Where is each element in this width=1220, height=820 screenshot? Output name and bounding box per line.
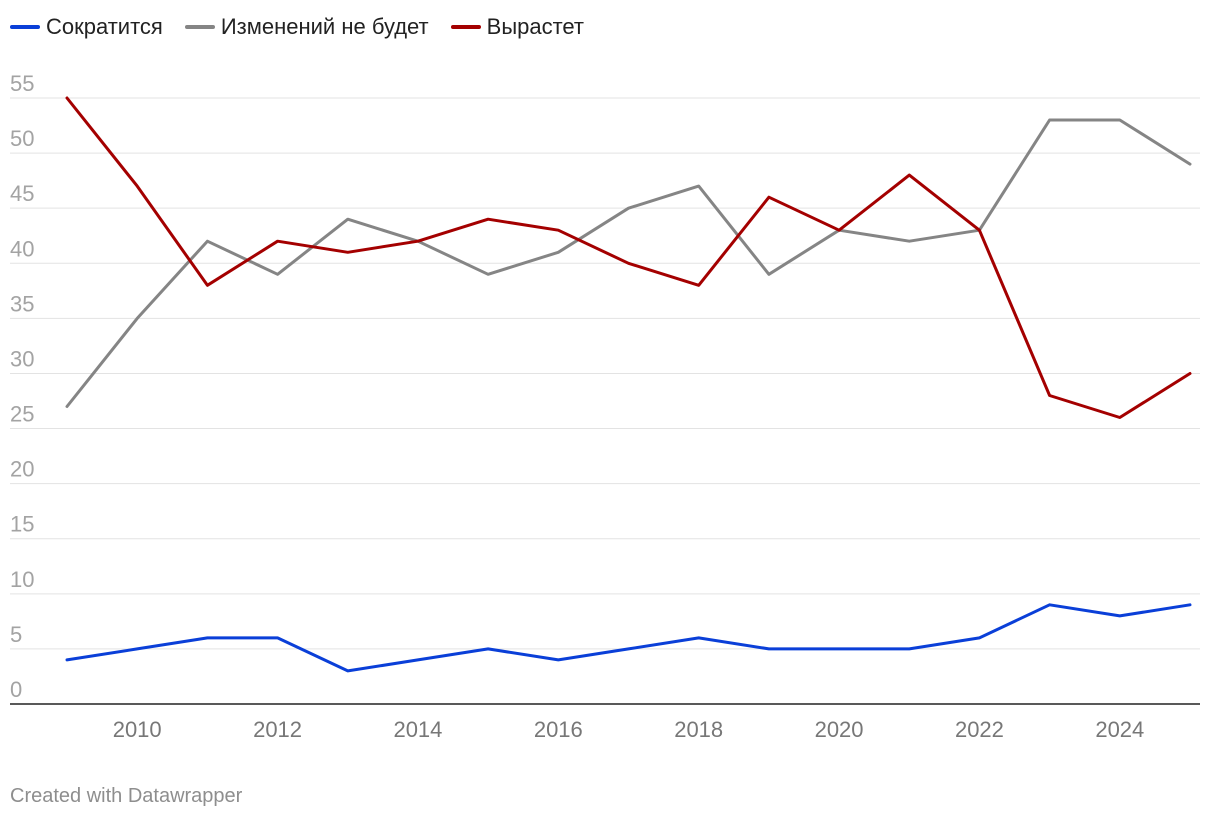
y-tick-label-20: 20: [10, 457, 34, 482]
y-tick-label-25: 25: [10, 402, 34, 427]
x-tick-label-2016: 2016: [534, 717, 583, 742]
y-tick-label-40: 40: [10, 236, 34, 261]
legend-label-decrease: Сократится: [46, 14, 163, 39]
legend-label-increase: Вырастет: [486, 14, 585, 39]
legend-item-no-change: Изменений не будет: [184, 14, 429, 40]
y-tick-label-0: 0: [10, 677, 22, 702]
x-tick-label-2022: 2022: [955, 717, 1004, 742]
y-tick-label-50: 50: [10, 126, 34, 151]
y-tick-label-45: 45: [10, 181, 34, 206]
legend-swatch-no-change: [184, 25, 215, 29]
series-line-decrease: [65, 603, 1192, 673]
x-tick-label-2024: 2024: [1095, 717, 1144, 742]
x-tick-label-2020: 2020: [815, 717, 864, 742]
y-tick-label-10: 10: [10, 567, 34, 592]
legend: Сократится Изменений не будет Вырастет: [10, 12, 606, 42]
y-tick-label-5: 5: [10, 622, 22, 647]
legend-label-no-change: Изменений не будет: [220, 14, 429, 39]
legend-item-decrease: Сократится: [10, 14, 163, 40]
y-tick-label-30: 30: [10, 346, 34, 371]
x-tick-label-2014: 2014: [393, 717, 442, 742]
legend-swatch-increase: [450, 25, 481, 29]
source-credit: Created with Datawrapper: [10, 785, 243, 807]
x-tick-label-2018: 2018: [674, 717, 723, 742]
legend-swatch-decrease: [10, 25, 40, 29]
y-tick-label-35: 35: [10, 291, 34, 316]
y-tick-label-15: 15: [10, 512, 34, 537]
series-line-no-change: [65, 118, 1192, 408]
legend-item-increase: Вырастет: [450, 14, 585, 40]
series-line-increase: [65, 96, 1192, 419]
x-tick-label-2010: 2010: [113, 717, 162, 742]
x-tick-label-2012: 2012: [253, 717, 302, 742]
y-tick-label-55: 55: [10, 71, 34, 96]
